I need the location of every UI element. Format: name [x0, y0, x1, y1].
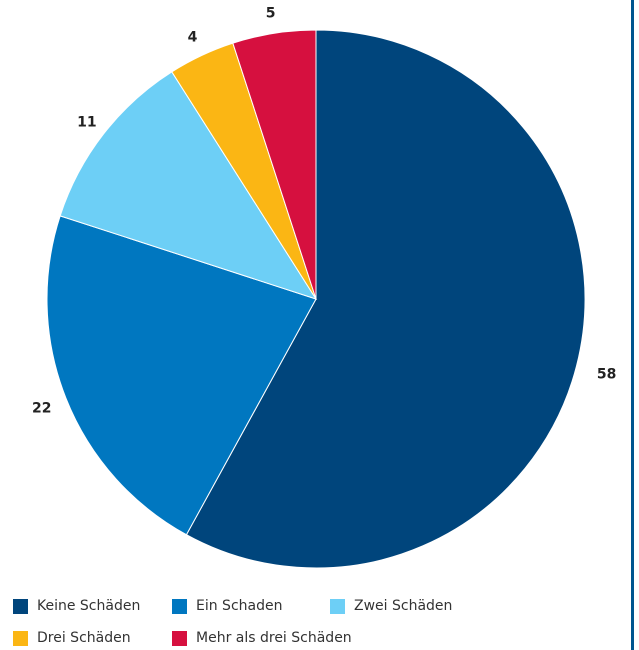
pie-slice-mehr-als-drei-schaeden: [232, 29, 317, 300]
data-label-mehr-als-drei-schaeden: 5: [266, 6, 276, 22]
pie-slice-zwei-schaeden: [59, 71, 318, 300]
pie-data-labels: 58 22 11 4 5: [32, 6, 616, 417]
pie-slice-ein-schaden: [46, 215, 317, 536]
data-label-drei-schaeden: 4: [188, 30, 198, 46]
pie-slices: [46, 29, 586, 569]
data-label-keine-schaeden: 58: [597, 367, 616, 383]
frame-border-line: [631, 0, 634, 650]
pie-slice-keine-schaeden: [185, 29, 586, 569]
data-label-ein-schaden: 22: [32, 401, 51, 417]
data-label-zwei-schaeden: 11: [77, 114, 96, 130]
